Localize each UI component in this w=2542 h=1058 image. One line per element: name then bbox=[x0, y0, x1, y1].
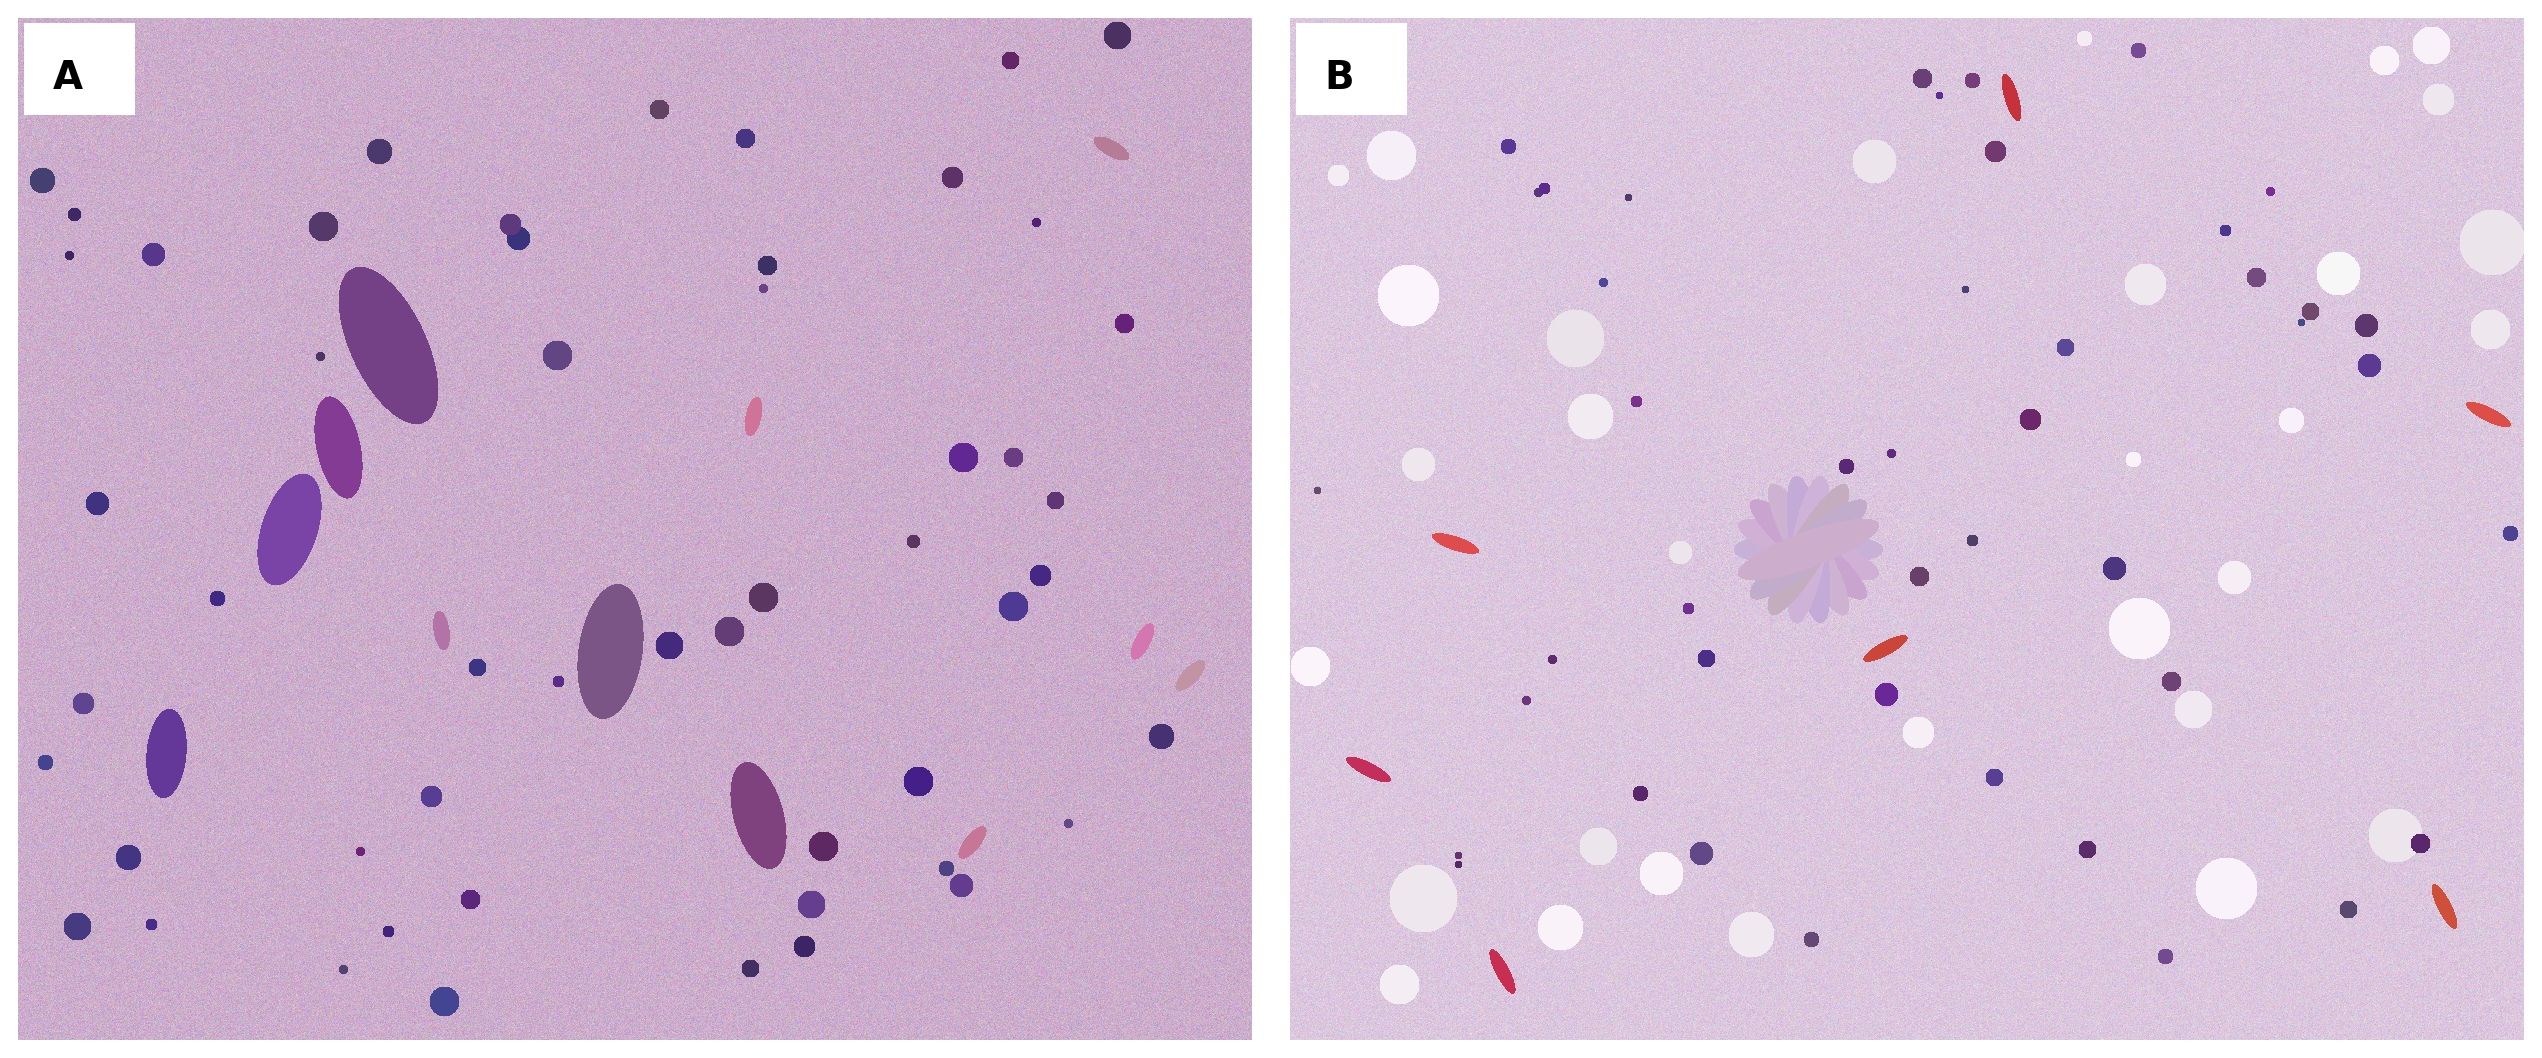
Text: A: A bbox=[53, 59, 84, 97]
Text: B: B bbox=[1324, 59, 1355, 97]
FancyBboxPatch shape bbox=[25, 23, 135, 115]
FancyBboxPatch shape bbox=[1296, 23, 1408, 115]
